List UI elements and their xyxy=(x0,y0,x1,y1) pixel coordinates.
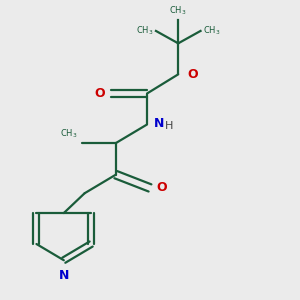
Text: H: H xyxy=(165,121,173,131)
Text: CH$_3$: CH$_3$ xyxy=(60,128,77,140)
Text: CH$_3$: CH$_3$ xyxy=(169,4,187,17)
Text: O: O xyxy=(95,87,105,100)
Text: O: O xyxy=(187,68,198,81)
Text: CH$_3$: CH$_3$ xyxy=(202,25,220,37)
Text: O: O xyxy=(156,182,166,194)
Text: N: N xyxy=(58,269,69,282)
Text: CH$_3$: CH$_3$ xyxy=(136,25,154,37)
Text: N: N xyxy=(154,116,164,130)
